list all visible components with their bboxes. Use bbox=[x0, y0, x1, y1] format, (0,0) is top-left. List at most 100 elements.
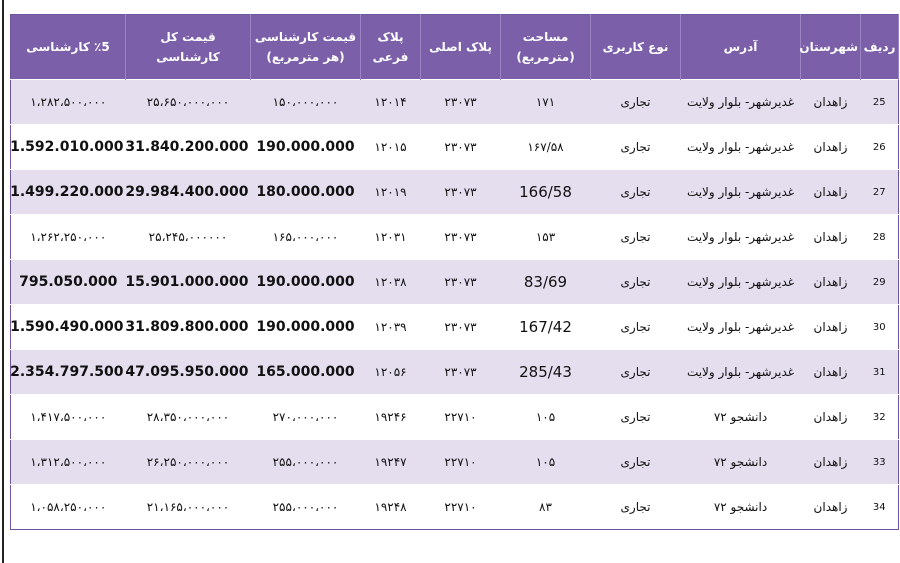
header-line: قیمت کارشناسی bbox=[254, 30, 357, 44]
table-cell: زاهدان bbox=[800, 259, 861, 305]
table-cell: زاهدان bbox=[800, 169, 861, 215]
column-header: ٪5 کارشناسی bbox=[10, 14, 126, 80]
table-cell: ۲۳۰۷۳ bbox=[420, 304, 501, 350]
table-cell: ۱۰۵ bbox=[500, 394, 591, 440]
table-cell: ۲۳۰۷۳ bbox=[420, 214, 501, 260]
table-cell: ۱۲۰۵۶ bbox=[360, 349, 421, 395]
column-header: پلاک فرعی bbox=[360, 14, 421, 80]
table-cell: تجاری bbox=[590, 214, 681, 260]
header-line: پلاک bbox=[377, 30, 404, 44]
column-header: مساحت (مترمربع) bbox=[500, 14, 591, 80]
column-header: قیمت کارشناسی (هر مترمربع) bbox=[250, 14, 361, 80]
table-row: 31 زاهدان غدیرشهر- بلوار ولایت تجاری 285/43 ۲… bbox=[10, 349, 899, 395]
table-row: 34 زاهدان دانشجو ۷۲ تجاری ۸۳ ۲۲۷۱۰ ۱۹۲۴۸ ۲۵۵،۰۰… bbox=[10, 484, 899, 530]
table-cell: زاهدان bbox=[800, 304, 861, 350]
table-cell: 1.499.220.000 bbox=[10, 169, 126, 215]
header-line: پلاک اصلی bbox=[429, 40, 492, 54]
table-cell: 29.984.400.000 bbox=[125, 169, 251, 215]
table-cell: 190.000.000 bbox=[250, 304, 361, 350]
table-cell: ۱۹۲۴۷ bbox=[360, 439, 421, 485]
header-line: شهرستان bbox=[799, 40, 858, 54]
table-cell: 2.354.797.500 bbox=[10, 349, 126, 395]
table-cell: زاهدان bbox=[800, 124, 861, 170]
table-cell: 165.000.000 bbox=[250, 349, 361, 395]
table-cell: زاهدان bbox=[800, 394, 861, 440]
table-cell: 285/43 bbox=[500, 349, 591, 395]
table-cell: 27 bbox=[860, 169, 899, 215]
header-line: (هر مترمربع) bbox=[266, 50, 345, 64]
table-cell: تجاری bbox=[590, 349, 681, 395]
table-cell: 31.840.200.000 bbox=[125, 124, 251, 170]
table-cell: 190.000.000 bbox=[250, 259, 361, 305]
header-line: نوع کاربری bbox=[602, 40, 669, 54]
table-cell: ۱۲۰۱۴ bbox=[360, 79, 421, 125]
table-cell: ۱،۴۱۷،۵۰۰،۰۰۰ bbox=[10, 394, 126, 440]
table-cell: ۲۳۰۷۳ bbox=[420, 124, 501, 170]
table-cell: ۲۳۰۷۳ bbox=[420, 259, 501, 305]
price-table: ردیف شهرستان آدرس نوع کاربری مساحت (مترمربع) پ… bbox=[10, 14, 899, 530]
edge-line bbox=[2, 0, 4, 563]
table-cell: ۱،۲۸۲،۵۰۰،۰۰۰ bbox=[10, 79, 126, 125]
table-cell: زاهدان bbox=[800, 79, 861, 125]
table-cell: ۱۷۱ bbox=[500, 79, 591, 125]
table-cell: ۲۳۰۷۳ bbox=[420, 169, 501, 215]
table-cell: ۲۵،۶۵۰،۰۰۰،۰۰۰ bbox=[125, 79, 251, 125]
table-row: 30 زاهدان غدیرشهر- بلوار ولایت تجاری 167/42 ۲… bbox=[10, 304, 899, 350]
table-cell: ۸۳ bbox=[500, 484, 591, 530]
table-cell: ۱۲۰۳۱ bbox=[360, 214, 421, 260]
table-cell: 28 bbox=[860, 214, 899, 260]
table-cell: تجاری bbox=[590, 304, 681, 350]
table-cell: تجاری bbox=[590, 394, 681, 440]
table-cell: دانشجو ۷۲ bbox=[680, 439, 801, 485]
table-cell: ۱۲۰۱۹ bbox=[360, 169, 421, 215]
table-row: 29 زاهدان غدیرشهر- بلوار ولایت تجاری 83/69 ۲۳… bbox=[10, 259, 899, 305]
table-row: 26 زاهدان غدیرشهر- بلوار ولایت تجاری ۱۶۷/۵۸ ۲… bbox=[10, 124, 899, 170]
table-cell: ۲۱،۱۶۵،۰۰۰،۰۰۰ bbox=[125, 484, 251, 530]
table-cell: 83/69 bbox=[500, 259, 591, 305]
table-cell: ۱۲۰۳۹ bbox=[360, 304, 421, 350]
table-cell: ۲۲۷۱۰ bbox=[420, 439, 501, 485]
table-row: 28 زاهدان غدیرشهر- بلوار ولایت تجاری ۱۵۳ ۲۳۰۷… bbox=[10, 214, 899, 260]
table-cell: 33 bbox=[860, 439, 899, 485]
table-cell: زاهدان bbox=[800, 214, 861, 260]
table-cell: ۲۳۰۷۳ bbox=[420, 349, 501, 395]
table-cell: تجاری bbox=[590, 259, 681, 305]
table-cell: ۱،۲۶۲،۲۵۰،۰۰۰ bbox=[10, 214, 126, 260]
table-cell: ۱۵۳ bbox=[500, 214, 591, 260]
table-cell: ۲۳۰۷۳ bbox=[420, 79, 501, 125]
table-cell: 47.095.950.000 bbox=[125, 349, 251, 395]
table-cell: ۱،۰۵۸،۲۵۰،۰۰۰ bbox=[10, 484, 126, 530]
column-header: نوع کاربری bbox=[590, 14, 681, 80]
table-cell: 31.809.800.000 bbox=[125, 304, 251, 350]
table-cell: ۲۷۰،۰۰۰،۰۰۰ bbox=[250, 394, 361, 440]
table-cell: زاهدان bbox=[800, 439, 861, 485]
header-row: ردیف شهرستان آدرس نوع کاربری مساحت (مترمربع) پ… bbox=[10, 14, 899, 80]
table-body: 25 زاهدان غدیرشهر- بلوار ولایت تجاری ۱۷۱ ۲۳۰۷… bbox=[10, 79, 899, 530]
table-cell: غدیرشهر- بلوار ولایت bbox=[680, 259, 801, 305]
table-row: 25 زاهدان غدیرشهر- بلوار ولایت تجاری ۱۷۱ ۲۳۰۷… bbox=[10, 79, 899, 125]
table-cell: زاهدان bbox=[800, 484, 861, 530]
table-cell: 31 bbox=[860, 349, 899, 395]
table-cell: دانشجو ۷۲ bbox=[680, 394, 801, 440]
table-cell: 25 bbox=[860, 79, 899, 125]
table-cell: ۱۲۰۳۸ bbox=[360, 259, 421, 305]
table-cell: 30 bbox=[860, 304, 899, 350]
table-cell: غدیرشهر- بلوار ولایت bbox=[680, 124, 801, 170]
table-cell: تجاری bbox=[590, 439, 681, 485]
column-header: شهرستان bbox=[799, 14, 861, 80]
table-cell: 166/58 bbox=[500, 169, 591, 215]
table-cell: ۱۶۵،۰۰۰،۰۰۰ bbox=[250, 214, 361, 260]
table-cell: غدیرشهر- بلوار ولایت bbox=[680, 214, 801, 260]
column-header: آدرس bbox=[680, 14, 801, 80]
header-line: ٪5 کارشناسی bbox=[26, 40, 110, 54]
table-cell: 180.000.000 bbox=[250, 169, 361, 215]
table-cell: تجاری bbox=[590, 124, 681, 170]
table-cell: غدیرشهر- بلوار ولایت bbox=[680, 304, 801, 350]
table-cell: ۱۹۲۴۶ bbox=[360, 394, 421, 440]
table-cell: تجاری bbox=[590, 79, 681, 125]
table-cell: 167/42 bbox=[500, 304, 591, 350]
table-cell: ۲۲۷۱۰ bbox=[420, 484, 501, 530]
table-cell: ۱۶۷/۵۸ bbox=[500, 124, 591, 170]
table-cell: ۱۹۲۴۸ bbox=[360, 484, 421, 530]
